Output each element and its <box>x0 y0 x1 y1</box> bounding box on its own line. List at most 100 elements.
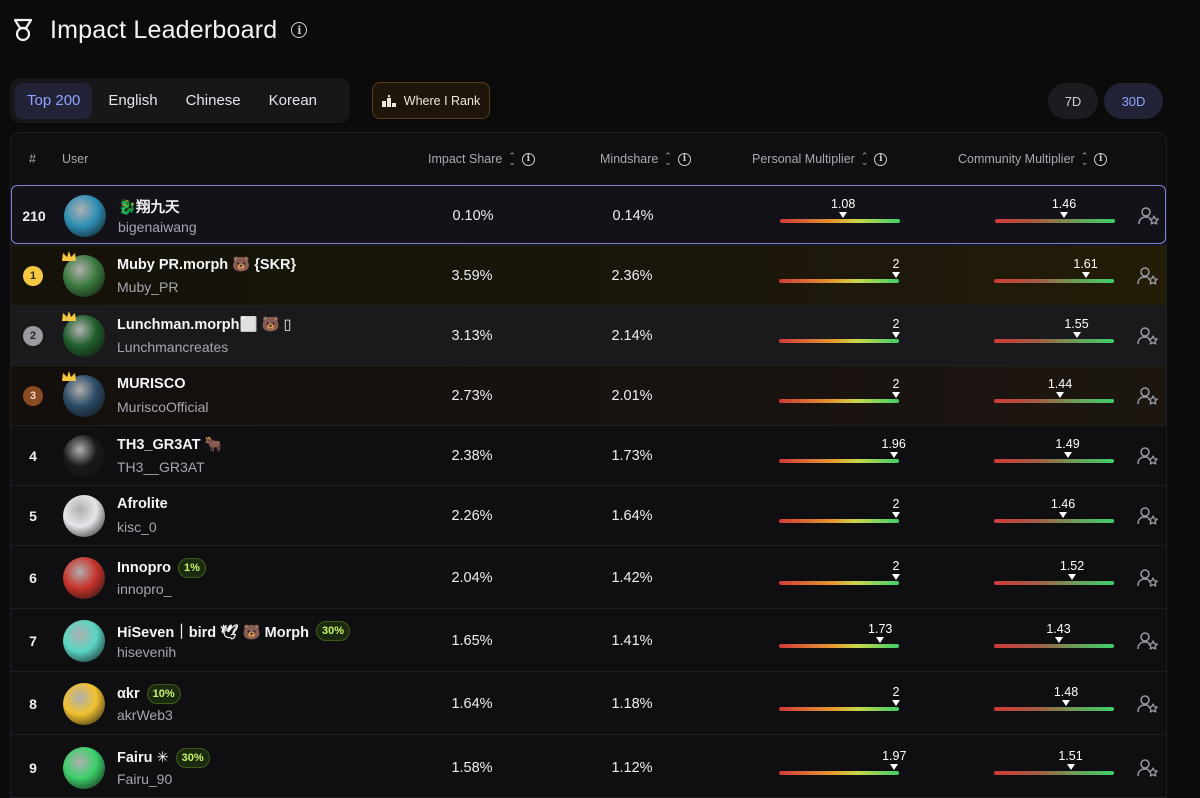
user-name[interactable]: Lunchman.morph⬜ 🐻 ▯ <box>117 316 292 333</box>
watch-user-icon[interactable] <box>1137 445 1159 467</box>
info-icon[interactable]: i <box>677 152 691 166</box>
mindshare-value: 1.41% <box>611 632 653 649</box>
community-multiplier-bar <box>994 399 1114 403</box>
user-name[interactable]: TH3_GR3AT 🐂 <box>117 436 223 453</box>
period-7d-button[interactable]: 7D <box>1048 83 1098 119</box>
col-mindshare-header[interactable]: Mindshare ⌃ ⌄ i <box>600 151 691 167</box>
watch-user-icon[interactable] <box>1137 567 1159 589</box>
watch-user-icon[interactable] <box>1137 265 1159 287</box>
table-row[interactable]: 8 αkr 10% akrWeb3 1.64% 1.18% 2 1.48 <box>11 671 1166 734</box>
tab-english[interactable]: English <box>108 92 158 109</box>
watch-user-icon[interactable] <box>1137 505 1159 527</box>
page-title: Impact Leaderboard <box>50 15 278 44</box>
avatar[interactable] <box>63 746 105 789</box>
mindshare-value: 1.18% <box>611 695 653 712</box>
user-name-text: TH3_GR3AT 🐂 <box>117 437 223 453</box>
mindshare-value: 2.14% <box>611 328 653 344</box>
sort-icon[interactable]: ⌃ ⌄ <box>1080 151 1089 167</box>
table-row[interactable]: 1 Muby PR.morph 🐻 {SKR} Muby_PR 3.59% 2.… <box>11 245 1166 305</box>
col-rank-label: # <box>29 152 36 166</box>
avatar[interactable] <box>63 556 105 599</box>
table-row[interactable]: 6 Innopro 1% innopro_ 2.04% 1.42% 2 1.52 <box>11 545 1166 608</box>
table-row[interactable]: 2 Lunchman.morph⬜ 🐻 ▯ Lunchmancreates 3.… <box>11 305 1166 365</box>
user-name[interactable]: Innopro 1% <box>117 557 206 578</box>
user-name[interactable]: Muby PR.morph 🐻 {SKR} <box>117 256 296 273</box>
table-row[interactable]: 7 HiSeven｜bird 🕊 🐻 Morph 30% hisevenih 1.… <box>11 608 1166 671</box>
user-name[interactable]: 🐉翔九天 <box>118 196 180 217</box>
user-handle: Lunchmancreates <box>117 339 229 355</box>
personal-multiplier-gauge: 1.08 <box>780 196 900 226</box>
col-impact-header[interactable]: Impact Share ⌃ ⌄ i <box>428 151 535 167</box>
table-row[interactable]: 5 Afrolite kisc_0 2.26% 1.64% 2 1.46 <box>11 485 1166 545</box>
table-row[interactable]: 3 MURISCO MuriscoOfficial 2.73% 2.01% 2 … <box>11 365 1166 425</box>
watch-user-icon[interactable] <box>1137 757 1159 779</box>
mindshare-value: 1.12% <box>611 759 653 776</box>
avatar[interactable] <box>64 194 106 237</box>
impact-share-value: 2.04% <box>451 569 493 586</box>
avatar[interactable] <box>63 435 105 477</box>
personal-multiplier-gauge: 2 <box>779 376 900 406</box>
personal-multiplier-bar <box>780 218 900 223</box>
impact-share-value: 3.13% <box>451 328 493 344</box>
watch-user-icon[interactable] <box>1137 630 1159 652</box>
info-icon[interactable]: i <box>874 152 888 166</box>
community-multiplier-marker <box>1066 763 1075 770</box>
tab-top-200[interactable]: Top 200 <box>15 82 93 119</box>
watch-user-icon[interactable] <box>1137 693 1159 715</box>
community-multiplier-gauge: 1.48 <box>994 684 1114 714</box>
info-icon[interactable]: i <box>1094 152 1108 166</box>
community-multiplier-gauge: 1.61 <box>994 256 1114 286</box>
table-row[interactable]: 9 Fairu ✳ 30% Fairu_90 1.58% 1.12% 1.97 1… <box>11 734 1166 797</box>
tab-chinese[interactable]: Chinese <box>185 92 241 109</box>
watch-user-icon[interactable] <box>1137 385 1159 407</box>
info-icon[interactable]: i <box>521 152 535 166</box>
personal-multiplier-bar <box>779 770 899 775</box>
watch-user-icon[interactable] <box>1138 205 1160 227</box>
rank-medal: 1 <box>23 266 43 286</box>
personal-multiplier-bar <box>779 279 899 283</box>
avatar[interactable] <box>63 619 105 662</box>
user-name[interactable]: Fairu ✳ 30% <box>117 747 210 768</box>
user-name[interactable]: Afrolite <box>117 496 168 512</box>
where-i-rank-button[interactable]: Where I Rank <box>372 82 490 119</box>
community-multiplier-value: 1.49 <box>1055 437 1080 451</box>
user-name[interactable]: αkr 10% <box>117 683 181 704</box>
personal-multiplier-marker <box>890 763 899 770</box>
personal-multiplier-value: 1.96 <box>881 437 906 451</box>
avatar[interactable] <box>63 495 105 537</box>
user-handle: kisc_0 <box>117 519 157 535</box>
community-multiplier-gauge: 1.44 <box>994 376 1114 406</box>
avatar[interactable] <box>63 375 105 417</box>
medal-logo-icon <box>13 18 33 42</box>
col-community-header[interactable]: Community Multiplier ⌃ ⌄ i <box>958 151 1108 167</box>
community-multiplier-value: 1.46 <box>1050 497 1076 511</box>
community-multiplier-value: 1.44 <box>1047 377 1073 391</box>
personal-multiplier-gauge: 2 <box>779 496 900 526</box>
community-multiplier-marker <box>1081 272 1090 278</box>
community-multiplier-marker <box>1056 392 1064 398</box>
impact-share-value: 3.59% <box>451 268 493 284</box>
sort-icon[interactable]: ⌃ ⌄ <box>508 151 516 167</box>
sort-icon[interactable]: ⌃ ⌄ <box>860 151 869 167</box>
community-multiplier-bar <box>994 459 1114 463</box>
avatar[interactable] <box>63 682 105 725</box>
community-multiplier-gauge: 1.55 <box>994 316 1114 346</box>
page-header: Impact Leaderboard i <box>10 12 308 48</box>
watch-user-icon[interactable] <box>1137 325 1159 347</box>
table-row[interactable]: 210 🐉翔九天 bigenaiwang 0.10% 0.14% 1.08 1.… <box>11 185 1166 244</box>
table-row[interactable]: 4 TH3_GR3AT 🐂 TH3__GR3AT 2.38% 1.73% 1.9… <box>11 425 1166 485</box>
avatar[interactable] <box>63 315 105 357</box>
col-personal-header[interactable]: Personal Multiplier ⌃ ⌄ i <box>752 151 888 167</box>
impact-share-value: 1.65% <box>451 632 493 649</box>
rank-medal: 2 <box>23 326 43 346</box>
user-name[interactable]: HiSeven｜bird 🕊 🐻 Morph 30% <box>117 621 350 642</box>
info-icon[interactable]: i <box>291 22 308 38</box>
user-name[interactable]: MURISCO <box>117 376 185 392</box>
rank-medal: 3 <box>23 386 43 406</box>
personal-multiplier-value: 2 <box>892 684 900 699</box>
avatar[interactable] <box>63 255 105 297</box>
period-30d-button[interactable]: 30D <box>1104 83 1163 119</box>
sort-icon[interactable]: ⌃ ⌄ <box>664 151 672 167</box>
impact-share-value: 1.58% <box>451 759 493 776</box>
tab-korean[interactable]: Korean <box>268 92 318 109</box>
